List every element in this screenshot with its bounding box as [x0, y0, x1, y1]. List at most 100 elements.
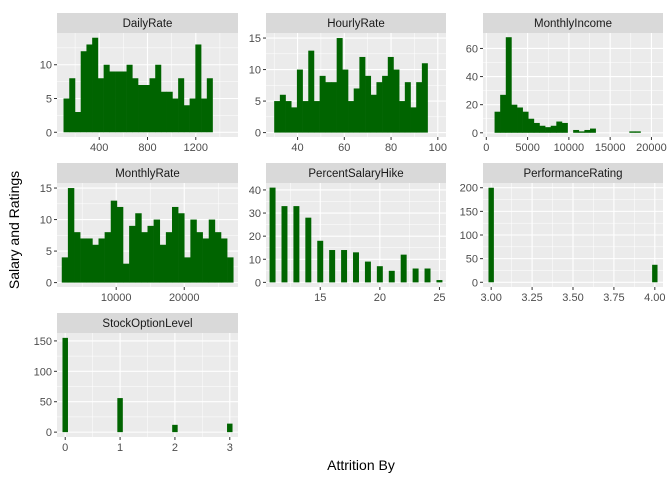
- histogram-bar: [281, 206, 288, 283]
- histogram-bar: [196, 232, 203, 283]
- histogram-bar: [63, 98, 70, 133]
- histogram-bar: [629, 131, 636, 133]
- histogram-bar: [313, 101, 320, 133]
- histogram-bar: [341, 250, 348, 283]
- histogram-bar: [573, 129, 580, 133]
- histogram-bar: [208, 219, 216, 283]
- histogram-bar: [404, 82, 411, 133]
- x-tick-label: 10000: [101, 292, 132, 304]
- x-tick-label: 3.00: [480, 292, 501, 304]
- histogram-bar: [202, 238, 210, 283]
- histogram-bar: [416, 82, 423, 133]
- y-tick-label: 10: [40, 215, 52, 227]
- y-tick-label: 30: [249, 208, 261, 220]
- histogram-bar: [92, 37, 99, 133]
- histogram-bar: [353, 88, 360, 133]
- histogram-bar: [353, 252, 359, 283]
- y-tick-label: 15: [249, 33, 261, 45]
- histogram-bar: [522, 111, 529, 133]
- histogram-bar: [147, 225, 154, 283]
- histogram-bar: [424, 268, 431, 283]
- x-tick-label: 25: [433, 292, 445, 304]
- histogram-bar: [634, 131, 641, 133]
- histogram-bar: [436, 280, 443, 283]
- histogram-bar: [103, 64, 110, 133]
- facet-strip: [483, 163, 663, 183]
- histogram-bar: [115, 71, 122, 133]
- histogram-bar: [584, 129, 591, 133]
- x-tick-label: 3.25: [521, 292, 542, 304]
- histogram-bar: [336, 38, 343, 133]
- histogram-bar: [116, 206, 124, 283]
- x-tick-label: 800: [138, 142, 156, 154]
- histogram-bar: [98, 238, 105, 283]
- histogram-bar: [227, 423, 233, 433]
- histogram-bar: [171, 206, 179, 283]
- histogram-bar: [123, 263, 130, 283]
- x-tick-label: 20000: [169, 292, 200, 304]
- histogram-bar: [149, 78, 156, 133]
- histogram-bar: [104, 232, 112, 283]
- y-tick-label: 20: [466, 100, 478, 112]
- x-tick-label: 80: [385, 142, 397, 154]
- histogram-bar: [279, 94, 286, 133]
- histogram-bar: [69, 78, 76, 133]
- facet-title: MonthlyIncome: [534, 18, 612, 30]
- histogram-bar: [302, 101, 309, 133]
- histogram-bar: [214, 232, 222, 283]
- y-tick-label: 0: [472, 128, 478, 140]
- histogram-bar: [165, 232, 173, 283]
- y-tick-label: 15: [40, 183, 52, 195]
- y-tick-label: 100: [460, 230, 478, 242]
- histogram-bar: [511, 104, 518, 133]
- histogram-bar: [62, 337, 68, 433]
- y-tick-label: 100: [34, 366, 52, 378]
- y-tick-label: 60: [466, 43, 478, 55]
- x-tick-label: 60: [338, 142, 350, 154]
- histogram-bar: [97, 78, 104, 133]
- histogram-bar: [178, 213, 185, 283]
- histogram-bar: [388, 270, 395, 283]
- x-tick-label: 10000: [554, 142, 585, 154]
- facet-title: DailyRate: [123, 18, 173, 30]
- facet-strip: [57, 313, 238, 333]
- histogram-bar: [74, 112, 82, 133]
- x-tick-label: 1200: [184, 142, 208, 154]
- histogram-bar: [86, 238, 93, 283]
- histogram-bar: [132, 78, 139, 133]
- y-tick-label: 0: [472, 277, 478, 289]
- histogram-bar: [296, 69, 303, 133]
- histogram-bar: [126, 64, 133, 133]
- histogram-bar: [138, 85, 145, 133]
- histogram-bar: [190, 219, 197, 283]
- histogram-bar: [195, 44, 202, 133]
- x-tick-label: 1: [117, 442, 123, 454]
- facet-panel: StockOptionLevel 0 50 100 150 0 1 2 3: [34, 313, 238, 454]
- y-tick-label: 0: [255, 277, 261, 289]
- histogram-bar: [400, 254, 407, 283]
- histogram-bar: [291, 107, 298, 133]
- histogram-bar: [505, 37, 512, 133]
- histogram-bar: [376, 266, 383, 283]
- facet-panel: HourlyRate 0 5 10 15 40 60 80 100: [249, 13, 447, 154]
- histogram-bar: [393, 69, 400, 133]
- histogram-bar: [80, 238, 87, 283]
- facet-title: PerformanceRating: [523, 168, 622, 180]
- histogram-bar: [494, 111, 501, 133]
- y-tick-label: 50: [40, 397, 52, 409]
- histogram-bar: [330, 82, 337, 133]
- facet-title: PercentSalaryHike: [308, 168, 403, 180]
- histogram-bar: [109, 71, 116, 133]
- histogram-bar: [348, 101, 355, 133]
- histogram-bar: [359, 56, 366, 133]
- histogram-bar: [365, 75, 372, 133]
- histogram-bar: [410, 107, 417, 133]
- histogram-bar: [500, 94, 507, 133]
- histogram-bar: [143, 85, 150, 133]
- y-axis-title: Salary and Ratings: [6, 171, 22, 289]
- y-tick-label: 0: [255, 128, 261, 140]
- facet-title: HourlyRate: [327, 18, 385, 30]
- y-tick-label: 0: [46, 127, 52, 139]
- y-tick-label: 150: [460, 206, 478, 218]
- histogram-bar: [285, 101, 292, 133]
